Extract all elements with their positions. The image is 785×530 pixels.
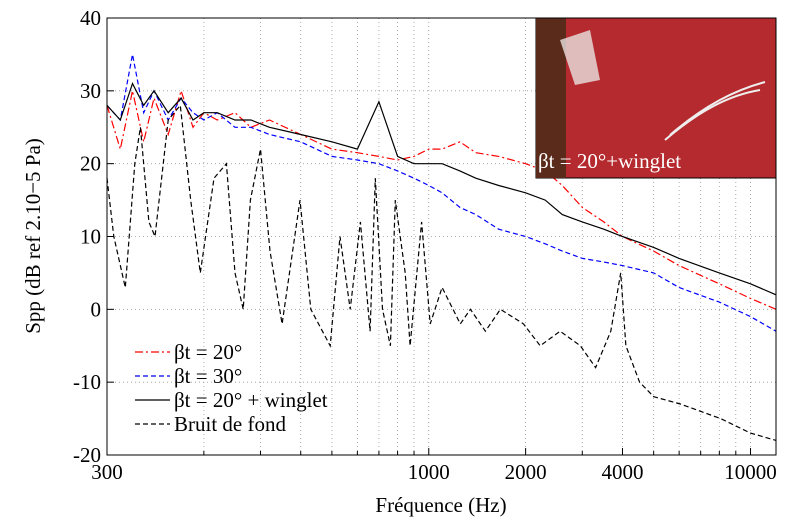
x-axis-label: Fréquence (Hz) (375, 493, 506, 517)
legend-label: βt = 20° (174, 340, 242, 364)
inset-photo-detail (560, 30, 600, 85)
y-tick-label: -20 (73, 443, 101, 467)
y-tick-label: 40 (80, 6, 101, 30)
x-tick-label: 10000 (724, 460, 777, 484)
y-tick-label: 10 (80, 225, 101, 249)
y-axis-label: Spp (dB ref 2.10−5 Pa) (21, 138, 45, 334)
legend-label: βt = 30° (174, 364, 242, 388)
plot-frame (106, 17, 777, 456)
x-tick-label: 300 (91, 460, 123, 484)
series-line (106, 103, 777, 441)
x-tick-label: 2000 (505, 460, 547, 484)
legend-label: βt = 20° + winglet (174, 388, 328, 412)
y-tick-label: -10 (73, 370, 101, 394)
y-tick-label: 20 (80, 152, 101, 176)
inset-photo-shade (536, 18, 566, 178)
inset-photo-detail (664, 81, 766, 141)
x-tick-label: 4000 (601, 460, 643, 484)
x-tick-label: 1000 (408, 460, 450, 484)
series-line (106, 82, 777, 296)
series-line (106, 88, 777, 310)
series-line (106, 54, 777, 332)
inset-caption: βt = 20°+winglet (538, 149, 681, 173)
y-tick-label: 30 (80, 79, 101, 103)
y-tick-label: 0 (91, 297, 102, 321)
legend-label: Bruit de fond (174, 412, 286, 436)
